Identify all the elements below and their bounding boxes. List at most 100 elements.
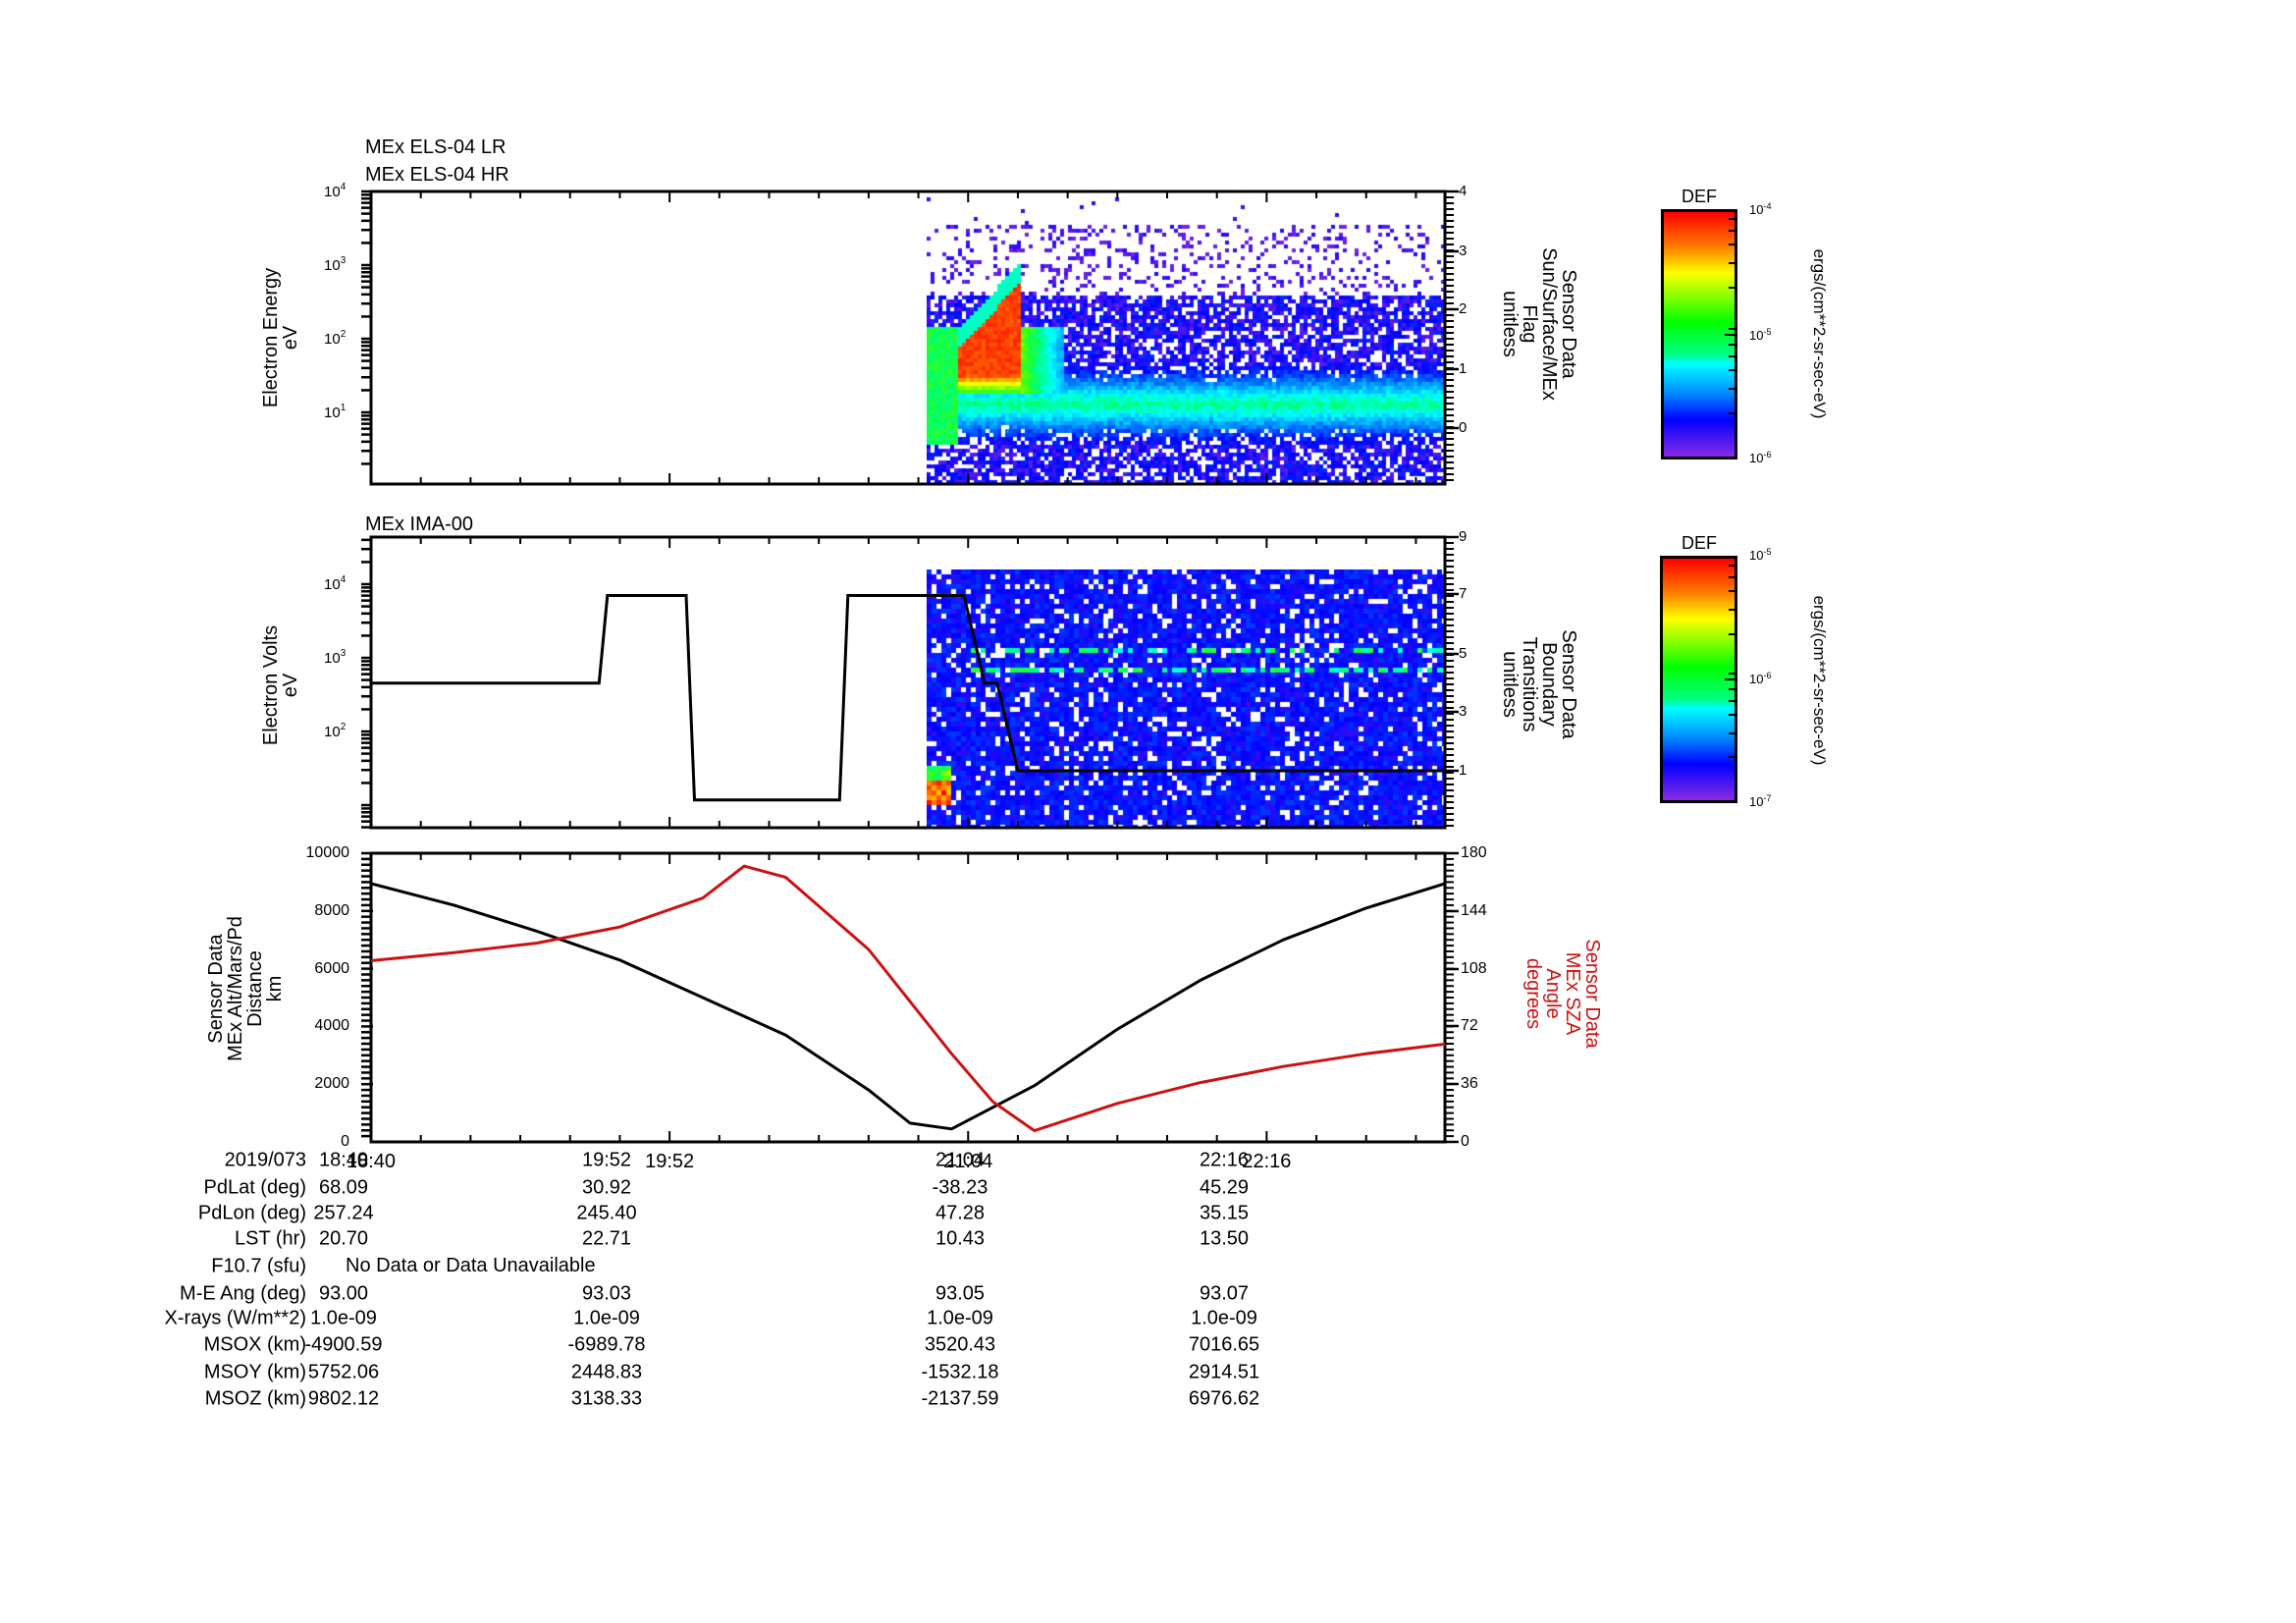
panel3-y2label-line: Sensor Data [1581, 939, 1603, 1049]
ephem-cell: 10.43 [934, 1227, 986, 1250]
panel3-y2tick: 72 [1461, 1017, 1478, 1034]
panel3-ytick: 6000 [314, 960, 349, 977]
panel3-ytick: 4000 [314, 1017, 349, 1034]
ephem-cell: 45.29 [1199, 1176, 1250, 1199]
ephem-row-label: PdLon (deg) [197, 1202, 306, 1224]
ephem-cell: 22:16 [1199, 1149, 1250, 1171]
panel3-y2tick: 36 [1461, 1075, 1478, 1092]
ephem-cell: 47.28 [934, 1202, 986, 1224]
svg-text:21:04: 21:04 [943, 1151, 992, 1172]
ephem-cell: -1532.18 [921, 1361, 999, 1383]
panel3-y2label-line: MEx SZA [1562, 951, 1583, 1036]
panel1-y2tick: 4 [1459, 183, 1468, 199]
colorbar1-tick-max: 10-4 [1749, 201, 1772, 217]
colorbar1-ticks [1725, 218, 1736, 414]
svg-text:19:52: 19:52 [645, 1151, 694, 1172]
ephem-row-label: LST (hr) [235, 1227, 306, 1250]
ephem-row-label: MSOY (km) [203, 1361, 306, 1383]
ephem-cell: 1.0e-09 [1191, 1307, 1257, 1329]
panel3-y2label-line: degrees [1522, 957, 1544, 1030]
colorbar2-ticks [1725, 565, 1736, 758]
colorbar2-tick-mid: 10-6 [1749, 671, 1772, 686]
ephem-cell: 35.15 [1199, 1202, 1250, 1224]
panel1-ytick-1e4: 104 [324, 182, 347, 200]
panel3-ytick: 2000 [314, 1075, 349, 1092]
panel1-y2tick: 2 [1459, 300, 1468, 317]
ephem-cell: 20.70 [318, 1227, 369, 1250]
ephem-cell: 93.05 [934, 1282, 986, 1305]
panel1-title-hr: MEx ELS-04 HR [365, 164, 509, 186]
panel1-ytick-1e1: 101 [324, 403, 347, 421]
panel1-ytick-1e3: 103 [324, 255, 347, 274]
ephem-cell: 3138.33 [570, 1387, 643, 1410]
ephem-cell: 30.92 [581, 1176, 632, 1199]
panel2-ytick-1e2: 102 [324, 722, 347, 740]
panel3-y2tick: 108 [1461, 960, 1487, 977]
ephem-cell: 21:04 [934, 1149, 986, 1171]
panel3-y2label: Sensor Data MEx SZA Angle degrees [1522, 939, 1603, 1049]
colorbar1-tick-mid: 10-5 [1749, 327, 1772, 343]
panel1-y2tick: 1 [1459, 360, 1468, 377]
ephem-cell: 1.0e-09 [310, 1307, 377, 1329]
panel2-y2tick: 1 [1459, 762, 1468, 779]
ephem-cell: 257.24 [313, 1202, 374, 1224]
ephem-cell: 9802.12 [307, 1387, 380, 1410]
ephem-cell: 5752.06 [307, 1361, 380, 1383]
ephem-cell: 93.07 [1199, 1282, 1250, 1305]
panel2-title: MEx IMA-00 [365, 514, 474, 535]
panel3-ytick: 8000 [314, 902, 349, 919]
ephem-cell: 19:52 [581, 1149, 632, 1171]
panel1-ytick-1e2: 102 [324, 329, 347, 348]
panel3-y2tick: 0 [1461, 1133, 1469, 1150]
colorbar1-tick-min: 10-6 [1749, 450, 1772, 465]
ephem-cell: 1.0e-09 [927, 1307, 993, 1329]
panel3-y2label-line: Angle [1542, 968, 1564, 1019]
colorbar2-title: DEF [1682, 533, 1717, 553]
colorbar2-tick-max: 10-5 [1749, 547, 1772, 563]
ephem-cell: 3520.43 [924, 1333, 996, 1356]
panel2-y2tick: 9 [1459, 528, 1468, 545]
ephem-cell: 13.50 [1199, 1227, 1250, 1250]
electron-spectrogram [927, 193, 1445, 484]
ephem-row-label: 2019/073 [224, 1149, 306, 1171]
ephem-cell: 68.09 [318, 1176, 369, 1199]
ephem-cell: 245.40 [576, 1202, 637, 1224]
ephem-row-label: MSOZ (km) [204, 1387, 306, 1410]
ephem-cell: 93.00 [318, 1282, 369, 1305]
svg-text:22:16: 22:16 [1242, 1151, 1291, 1172]
ephem-row-label: MSOX (km) [203, 1333, 306, 1356]
ephem-cell: 18:40 [318, 1149, 369, 1171]
panel2-y2tick: 3 [1459, 703, 1468, 720]
panel2-ytick-1e4: 104 [324, 574, 347, 593]
ephem-row-label: X-rays (W/m**2) [164, 1307, 306, 1329]
panel3-y2tick: 144 [1461, 902, 1487, 919]
ephem-cell: -4900.59 [304, 1333, 383, 1356]
ephem-row-label: M-E Ang (deg) [180, 1282, 306, 1305]
panel2-ytick-1e3: 103 [324, 648, 347, 667]
panel1-y2tick: 3 [1459, 243, 1468, 259]
panel1-title-lr: MEx ELS-04 LR [365, 136, 507, 158]
panel3-y2tick: 180 [1461, 844, 1487, 861]
ephem-row-label: PdLat (deg) [203, 1176, 306, 1199]
colorbar1-title: DEF [1682, 187, 1717, 206]
f107-unavailable-note: No Data or Data Unavailable [346, 1255, 596, 1276]
colorbar2-tick-min: 10-7 [1749, 793, 1772, 809]
ephem-cell: 2448.83 [570, 1361, 643, 1383]
ion-spectrogram [927, 569, 1445, 827]
panel2-y2tick: 7 [1459, 585, 1468, 602]
ephem-cell: 2914.51 [1188, 1361, 1260, 1383]
ephem-cell: 6976.62 [1188, 1387, 1260, 1410]
ephem-cell: 1.0e-09 [573, 1307, 640, 1329]
ephem-cell: -6989.78 [567, 1333, 646, 1356]
ephem-cell: 7016.65 [1188, 1333, 1260, 1356]
ephem-cell: -2137.59 [921, 1387, 999, 1410]
ephem-row-label: F10.7 (sfu) [211, 1255, 306, 1277]
svg-text:18:40: 18:40 [347, 1151, 396, 1172]
panel1-y2tick: 0 [1459, 419, 1468, 436]
ephem-cell: 22.71 [581, 1227, 632, 1250]
panel3-ytick: 10000 [305, 844, 350, 861]
ephem-cell: -38.23 [932, 1176, 988, 1199]
